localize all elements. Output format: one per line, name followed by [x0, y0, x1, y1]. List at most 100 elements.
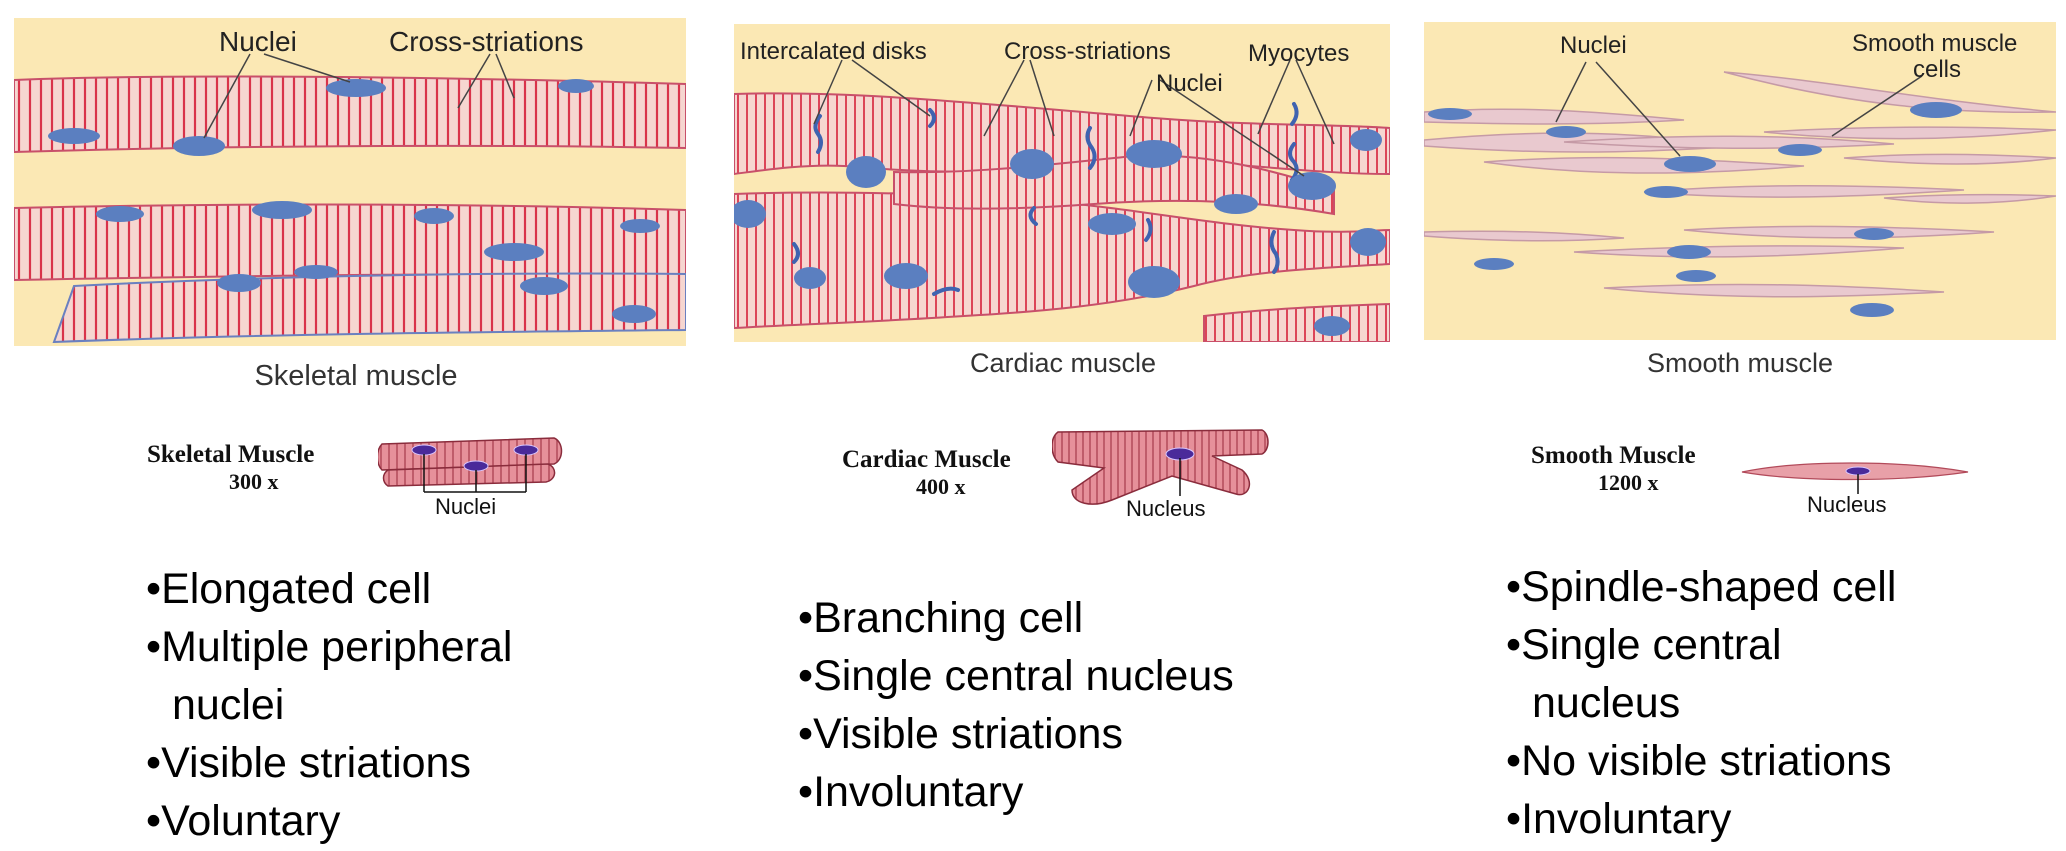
intercalated-disk	[1269, 230, 1280, 274]
skeletal-illustration-magnification: 300 x	[229, 469, 279, 494]
smooth-fibers	[1424, 71, 2056, 298]
smooth-illustration-title: Smooth Muscle	[1531, 442, 1696, 469]
nucleus	[734, 200, 766, 228]
smooth-fiber	[1483, 156, 1805, 174]
cardiac-illustration-title: Cardiac Muscle	[842, 446, 1011, 473]
skeletal-nuclei-label: Nuclei	[219, 26, 297, 57]
nucleus	[1854, 228, 1894, 240]
nucleus	[1676, 270, 1716, 282]
smooth-fiber	[1763, 126, 2056, 140]
smooth-illustration	[1741, 462, 1969, 494]
intercalated-disk	[1290, 102, 1299, 126]
nucleus	[1664, 156, 1716, 172]
cardiac-nuclei	[734, 129, 1386, 336]
smooth-fiber	[1843, 153, 2056, 165]
cardiac-nuclei-label: Nuclei	[1156, 70, 1223, 97]
nucleus	[558, 79, 594, 93]
nucleus	[96, 206, 144, 222]
smooth-caption: Smooth muscle	[1646, 348, 1834, 378]
nucleus	[463, 460, 489, 472]
characteristic-item: •No visible striations	[1506, 737, 1892, 785]
nucleus	[173, 136, 225, 156]
smooth-cells-label-line1: Smooth muscle	[1852, 30, 2018, 57]
characteristic-item: •Involuntary	[1506, 795, 1732, 843]
cardiac-fiber-illustration	[1052, 429, 1269, 505]
intercalated-disk	[1085, 126, 1097, 170]
nucleus	[612, 305, 656, 323]
smooth-muscle-micrograph	[1424, 22, 2056, 340]
cardiac-muscle-panel: Intercalated disks Cross-striations Myoc…	[734, 24, 1390, 342]
smooth-characteristics: •Spindle-shaped cell •Single central nucl…	[1506, 558, 1896, 848]
nucleus	[620, 219, 660, 233]
skeletal-nuclei	[48, 79, 660, 323]
cardiac-muscle-micrograph	[734, 24, 1390, 342]
characteristic-item: •Visible striations	[798, 710, 1123, 758]
cardiac-caption: Cardiac muscle	[969, 348, 1157, 378]
skeletal-muscle-micrograph	[14, 18, 686, 346]
nucleus	[326, 79, 386, 97]
characteristic-item: •Voluntary	[146, 797, 341, 845]
nucleus	[794, 267, 826, 289]
intercalated-disk	[792, 242, 800, 264]
nucleus	[1350, 129, 1382, 151]
nucleus	[1474, 258, 1514, 270]
nucleus	[846, 156, 886, 188]
nucleus	[1126, 140, 1182, 168]
intercalated-disk	[1144, 218, 1153, 242]
cardiac-illustration-nucleus-label: Nucleus	[1126, 496, 1206, 521]
nucleus	[1314, 316, 1350, 336]
smooth-fiber	[1424, 230, 1625, 242]
characteristic-item: •Visible striations	[146, 739, 471, 787]
intercalated-disk	[928, 108, 936, 128]
cardiac-myocytes-label: Myocytes	[1248, 40, 1350, 67]
nucleus	[1910, 102, 1962, 118]
nucleus	[1546, 126, 1586, 138]
characteristic-item: •Single central nucleus	[1506, 621, 1782, 727]
intercalated-disk	[1028, 206, 1038, 226]
nucleus	[513, 444, 539, 456]
smooth-illustration-nucleus-label: Nucleus	[1807, 492, 1887, 517]
characteristic-item: •Spindle-shaped cell	[1506, 563, 1897, 611]
skeletal-striations-label: Cross-striations	[389, 26, 584, 57]
nucleus	[217, 274, 261, 292]
nucleus	[1778, 144, 1822, 156]
skeletal-illustration-nuclei-label: Nuclei	[435, 494, 497, 519]
cardiac-characteristics: •Branching cell •Single central nucleus …	[798, 589, 1234, 821]
cardiac-disks-label: Intercalated disks	[740, 38, 927, 65]
nucleus	[414, 208, 454, 224]
nucleus	[1428, 108, 1472, 120]
nucleus	[1667, 245, 1711, 259]
smooth-fiber	[1603, 283, 1945, 298]
smooth-illustration-magnification: 1200 x	[1598, 470, 1659, 495]
nucleus	[884, 263, 928, 289]
nucleus	[1010, 149, 1054, 179]
smooth-fiber	[1683, 225, 1995, 239]
nucleus	[294, 265, 338, 279]
nucleus	[411, 444, 437, 456]
intercalated-disk	[813, 114, 823, 154]
cardiac-illustration-magnification: 400 x	[916, 474, 966, 499]
skeletal-illustration-title: Skeletal Muscle	[147, 441, 315, 468]
skeletal-muscle-panel: Nuclei Cross-striations	[14, 18, 686, 346]
smooth-fiber	[1883, 193, 2056, 204]
skeletal-fiber	[14, 203, 686, 282]
skeletal-characteristics: •Elongated cell •Multiple peripheral nucl…	[146, 560, 512, 850]
nucleus	[1088, 213, 1136, 235]
smooth-fiber	[1424, 108, 1685, 125]
smooth-nuclei-label: Nuclei	[1560, 32, 1627, 59]
skeletal-caption: Skeletal muscle	[254, 360, 458, 392]
smooth-fiber	[1723, 71, 2056, 113]
nucleus	[1214, 194, 1258, 214]
nucleus	[520, 277, 568, 295]
intercalated-disks	[792, 102, 1299, 296]
characteristic-item: •Multiple peripheral nuclei	[146, 623, 513, 729]
intercalated-disk	[1288, 142, 1299, 182]
nucleus	[1644, 186, 1688, 198]
intercalated-disk	[932, 286, 960, 296]
nucleus	[1128, 266, 1180, 298]
characteristic-item: •Elongated cell	[146, 565, 432, 613]
nucleus	[1850, 303, 1894, 317]
nucleus	[1845, 466, 1871, 476]
smooth-fiber	[1643, 184, 1965, 198]
cardiac-striations-label: Cross-striations	[1004, 38, 1171, 65]
